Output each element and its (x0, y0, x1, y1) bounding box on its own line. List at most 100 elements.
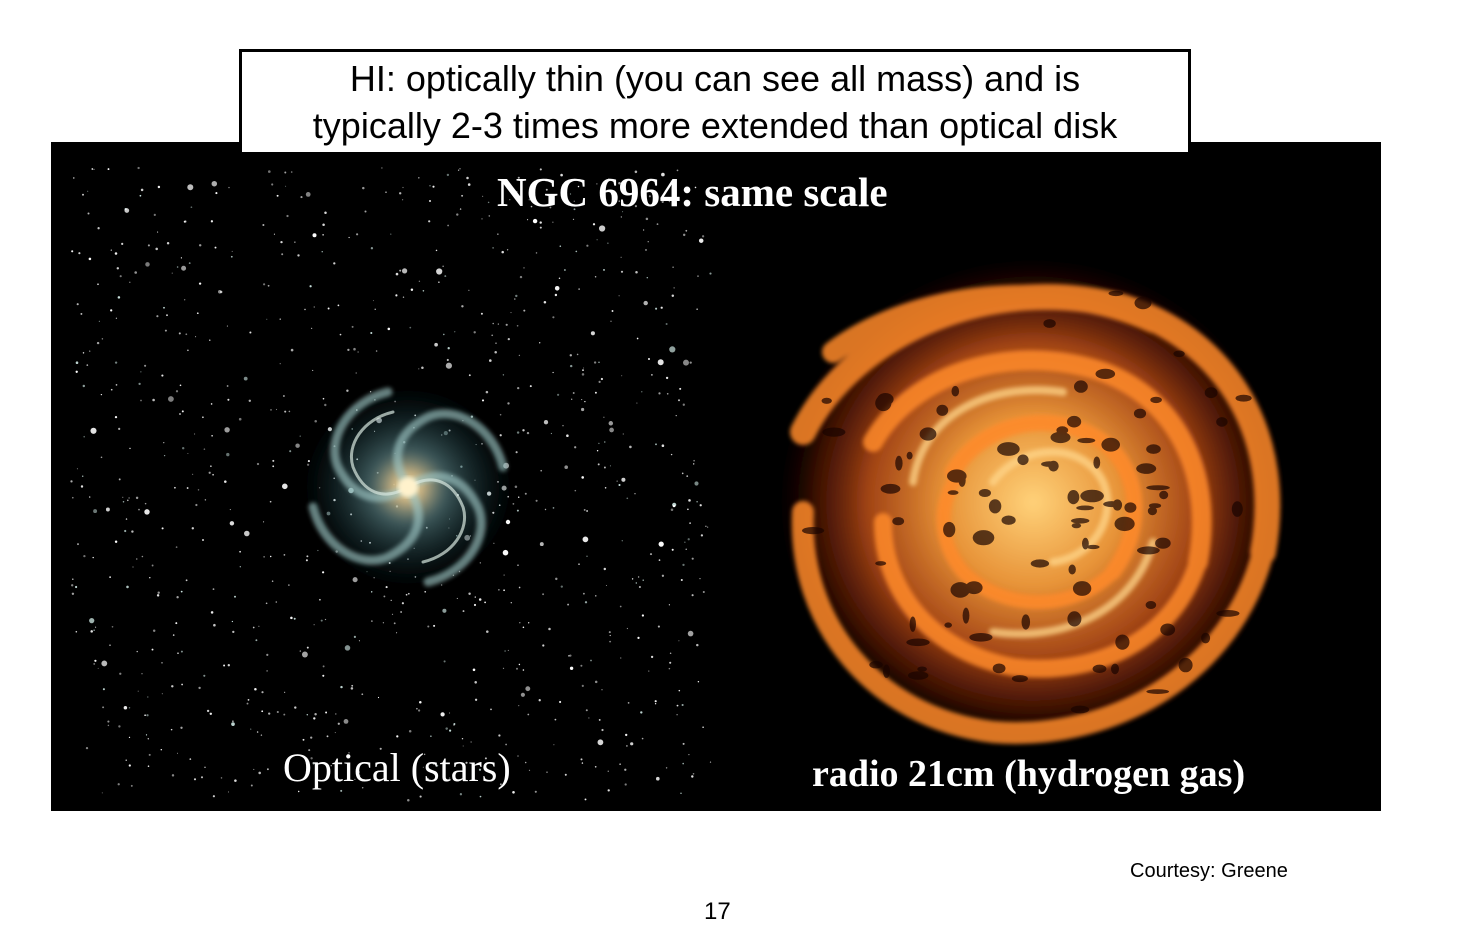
star (228, 186, 230, 189)
star (129, 281, 131, 284)
star (518, 704, 520, 707)
star (87, 190, 89, 192)
star (446, 358, 449, 362)
star (356, 233, 359, 236)
star (322, 397, 325, 400)
star (93, 509, 98, 514)
gas-gap (802, 527, 825, 535)
star (468, 374, 471, 377)
star (574, 489, 577, 492)
gas-gap (1080, 489, 1104, 503)
star (294, 241, 296, 243)
star (699, 577, 701, 580)
star (321, 251, 323, 253)
star (372, 300, 374, 302)
star (267, 284, 270, 287)
star (427, 625, 430, 628)
star (102, 688, 105, 691)
star (139, 194, 142, 197)
star (637, 636, 640, 640)
star (227, 791, 230, 793)
star (490, 708, 492, 711)
star (445, 362, 452, 369)
gas-gap (1111, 663, 1119, 675)
star (295, 443, 300, 448)
star (620, 270, 624, 273)
star (694, 186, 697, 189)
star (462, 610, 465, 613)
star (272, 465, 275, 468)
star (148, 753, 151, 756)
star (564, 773, 567, 776)
star (650, 655, 654, 659)
gas-gap (1136, 463, 1157, 474)
star (527, 219, 529, 221)
star (685, 548, 687, 550)
star (611, 310, 614, 312)
star (631, 578, 634, 580)
star (560, 585, 563, 588)
star (157, 591, 160, 594)
star (263, 556, 265, 558)
star (180, 650, 183, 653)
gas-gap (822, 427, 846, 437)
star (151, 648, 154, 651)
star (82, 384, 86, 388)
star (539, 168, 542, 171)
star (410, 288, 414, 292)
star (530, 205, 533, 208)
gas-gap (906, 451, 913, 460)
star (204, 499, 207, 501)
star (672, 266, 674, 268)
star (474, 698, 478, 701)
star (71, 592, 75, 595)
star (174, 486, 176, 489)
star (204, 766, 206, 768)
star (180, 590, 183, 593)
star (504, 650, 506, 652)
star (227, 664, 230, 667)
star (95, 626, 97, 628)
star (128, 764, 131, 767)
star (76, 303, 79, 306)
star (467, 183, 471, 186)
star (607, 770, 609, 772)
star (351, 684, 354, 687)
star (624, 783, 627, 786)
star (209, 339, 211, 341)
star (608, 631, 611, 634)
star (661, 172, 665, 177)
star (89, 350, 91, 352)
star (543, 420, 549, 425)
star (101, 338, 104, 340)
star (288, 584, 290, 586)
star (543, 300, 547, 304)
star (135, 496, 139, 500)
star (447, 347, 450, 350)
gas-gap (943, 521, 956, 538)
star (595, 595, 597, 597)
star (568, 655, 570, 657)
star (87, 212, 90, 215)
star (312, 233, 317, 238)
gas-gap (1074, 380, 1088, 393)
callout-box: HI: optically thin (you can see all mass… (239, 49, 1191, 155)
star (178, 332, 181, 335)
star (517, 386, 520, 390)
star (666, 392, 669, 395)
star (525, 686, 531, 692)
star (596, 183, 598, 185)
star (621, 477, 626, 482)
star (115, 317, 118, 319)
star (281, 483, 288, 490)
star (75, 361, 79, 364)
star (73, 177, 75, 179)
star (621, 540, 623, 542)
star (211, 180, 218, 187)
star (456, 597, 458, 599)
star (313, 717, 316, 720)
star (465, 761, 468, 764)
star (620, 256, 622, 258)
star (654, 700, 657, 703)
gas-gap (895, 455, 903, 471)
